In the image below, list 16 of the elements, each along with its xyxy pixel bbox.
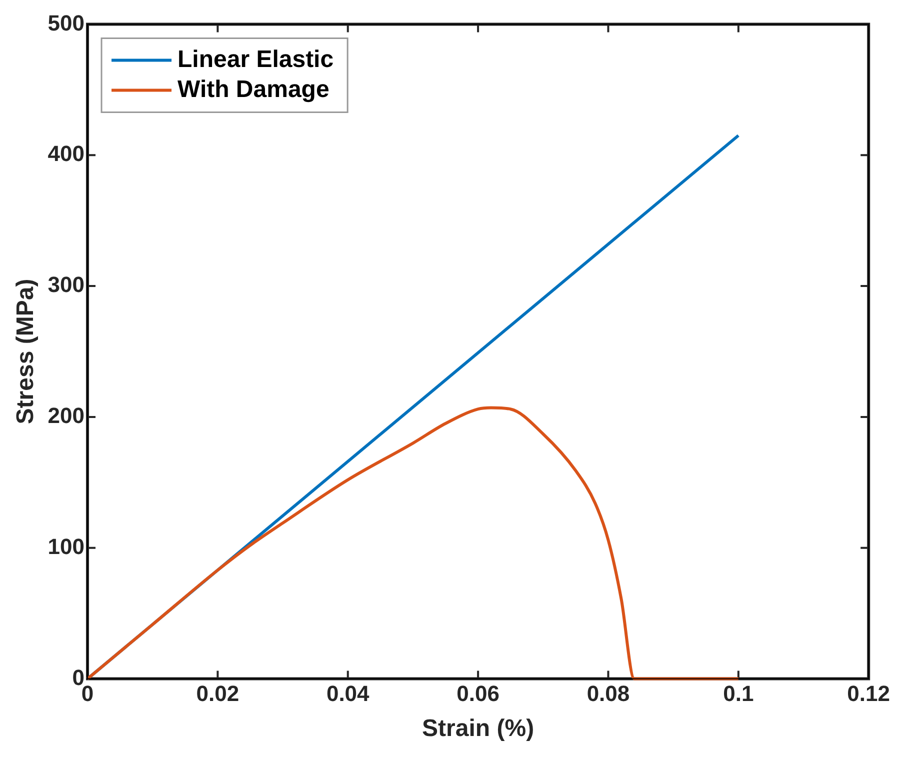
x-tick-label: 0.06 — [456, 681, 500, 706]
x-tick-label: 0.12 — [847, 681, 890, 706]
x-tick-label: 0.02 — [196, 681, 240, 706]
x-tick-label: 0.1 — [723, 681, 754, 706]
y-axis-title: Stress (MPa) — [12, 278, 40, 424]
y-tick-label: 200 — [48, 403, 85, 428]
y-tick-label: 100 — [48, 534, 85, 559]
legend-label: With Damage — [178, 76, 330, 103]
y-tick-label: 500 — [48, 10, 85, 36]
legend-label: Linear Elastic — [178, 46, 334, 73]
y-tick-label: 400 — [48, 141, 85, 166]
x-tick-label: 0.04 — [326, 681, 370, 706]
x-tick-label: 0.08 — [586, 681, 630, 706]
line-series — [86, 406, 740, 680]
y-tick-label: 300 — [48, 272, 85, 298]
x-axis-title: Strain (%) — [422, 715, 534, 742]
